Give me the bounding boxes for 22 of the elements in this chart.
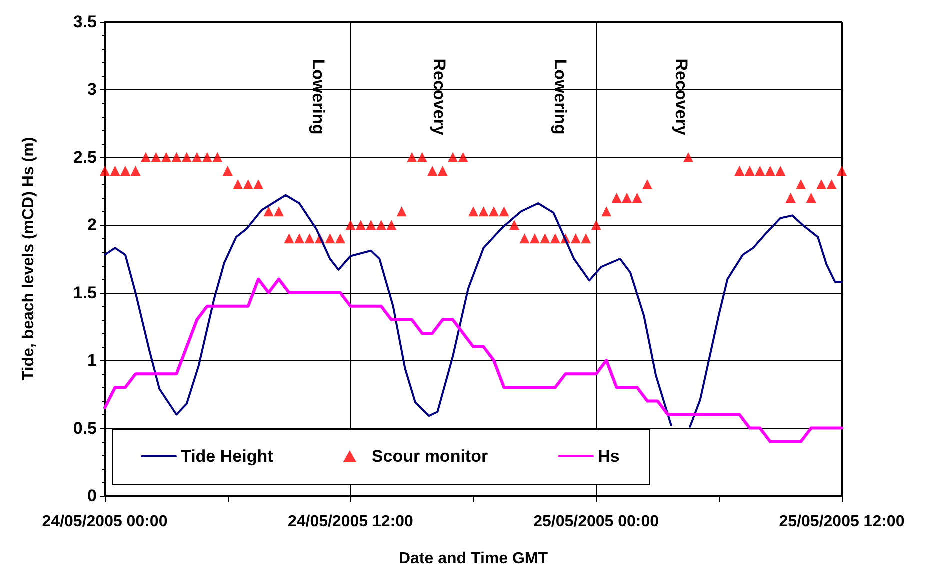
annotation: Recovery [430,58,450,136]
y-tick-label: 1.5 [73,283,97,302]
legend-label: Hs [598,447,620,466]
legend-label: Tide Height [181,447,274,466]
x-tick-label: 25/05/2005 12:00 [779,514,905,530]
y-tick-label: 3.5 [73,12,97,32]
x-axis-title: Date and Time GMT [398,550,548,568]
line-series [104,278,844,444]
x-tick-label: 24/05/2005 00:00 [42,514,168,530]
y-tick-label: 2.5 [73,148,97,167]
x-tick-label: 25/05/2005 00:00 [534,514,660,530]
y-tick-label: 1 [88,351,97,370]
y-tick-label: 0 [88,486,97,506]
y-tick-label: 2 [88,216,97,235]
annotation: Recovery [672,58,691,136]
legend-label: Scour monitor [372,447,488,466]
annotation: Lowering [550,59,570,135]
y-tick-label: 0.5 [73,418,97,438]
annotation: Lowering [309,59,328,135]
x-tick-label: 24/05/2005 12:00 [288,514,414,530]
y-tick-label: 3 [88,80,97,100]
y-axis-title: Tide, beach levels (mCD) Hs (m) [20,137,38,381]
